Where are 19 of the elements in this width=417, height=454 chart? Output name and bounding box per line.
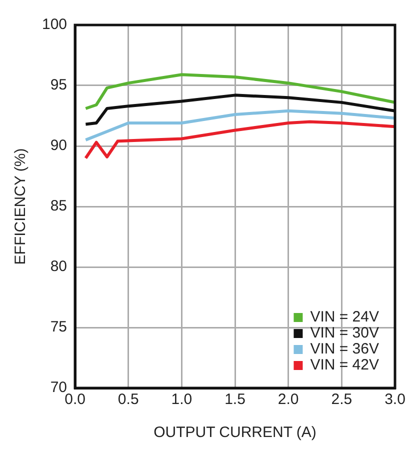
y-tick-label: 80 <box>50 258 68 276</box>
y-tick-label: 85 <box>50 198 68 215</box>
y-tick-label: 100 <box>42 16 68 34</box>
x-axis-title: OUTPUT CURRENT (A) <box>154 424 316 442</box>
x-tick-label: 2.0 <box>278 391 299 408</box>
y-tick-label: 90 <box>50 137 68 154</box>
legend-label: VIN = 36V <box>310 340 380 358</box>
y-tick-label: 95 <box>50 76 68 94</box>
legend-label: VIN = 30V <box>310 324 380 342</box>
x-tick-label: 2.5 <box>331 391 352 408</box>
legend-label: VIN = 42V <box>310 356 380 374</box>
x-tick-label: 0.0 <box>64 391 86 408</box>
x-tick-label: 1.0 <box>171 391 192 408</box>
x-tick-label: 1.5 <box>224 391 246 408</box>
legend-label: VIN = 24V <box>310 308 380 326</box>
x-tick-label: 3.0 <box>384 391 406 408</box>
x-tick-label: 0.5 <box>118 391 139 408</box>
y-axis-title: EFFICIENCY (%) <box>12 148 30 265</box>
y-tick-label: 75 <box>50 318 68 336</box>
